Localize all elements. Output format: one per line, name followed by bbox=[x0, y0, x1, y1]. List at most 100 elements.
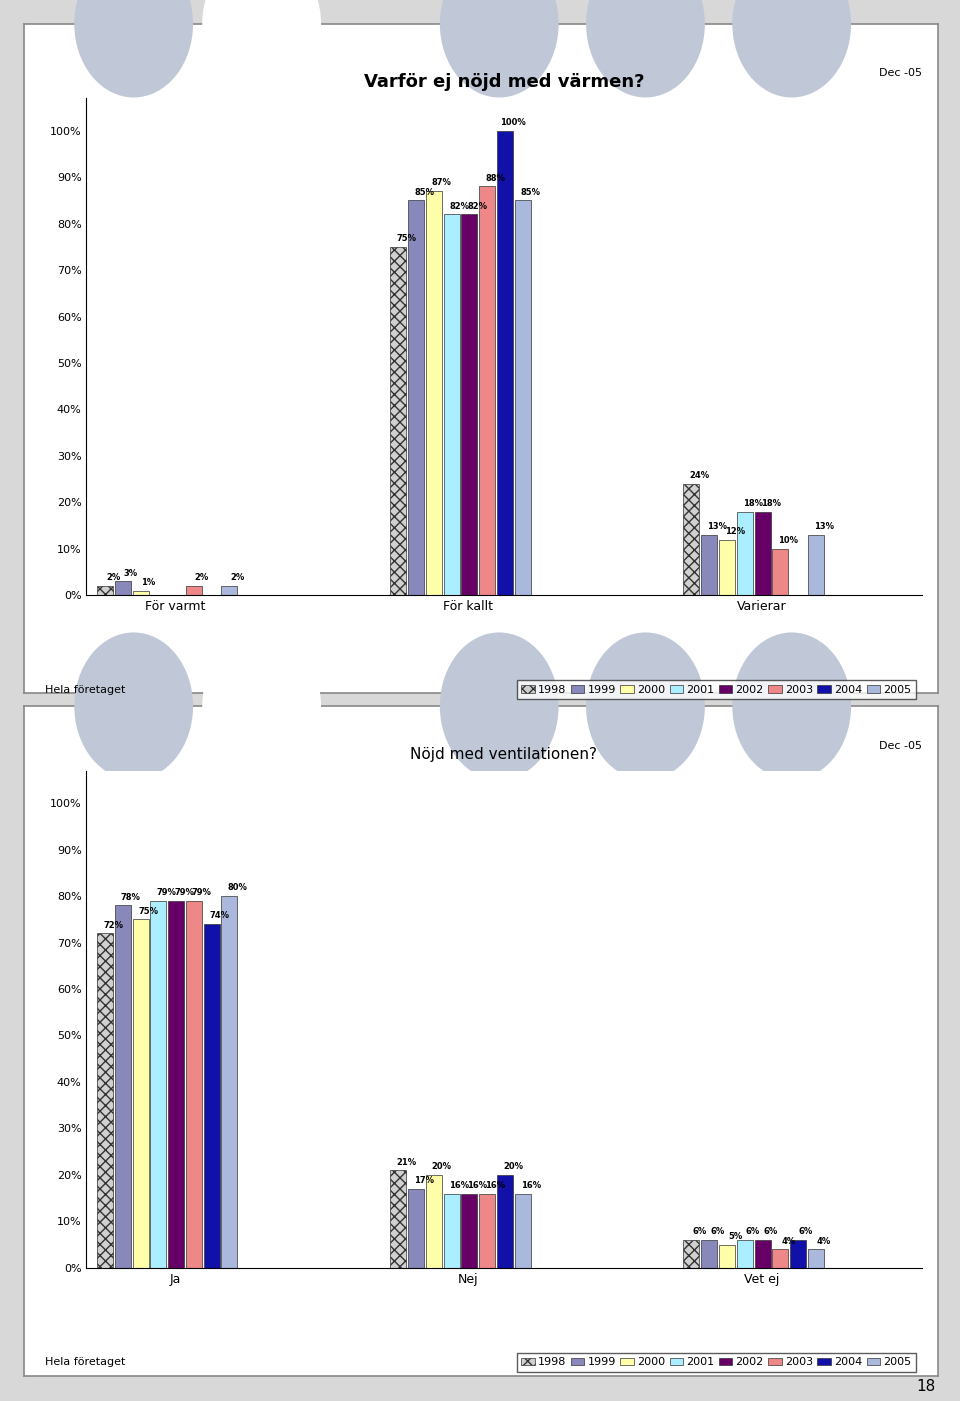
Bar bbox=[719, 1244, 735, 1268]
Bar bbox=[701, 1240, 717, 1268]
Text: 18%: 18% bbox=[760, 499, 780, 509]
Bar bbox=[790, 1240, 806, 1268]
Bar bbox=[151, 901, 166, 1268]
Text: 78%: 78% bbox=[121, 892, 141, 902]
Text: Hela företaget: Hela företaget bbox=[44, 685, 125, 695]
Ellipse shape bbox=[203, 0, 321, 98]
Bar bbox=[186, 586, 202, 595]
Text: 16%: 16% bbox=[520, 1181, 540, 1189]
Text: 24%: 24% bbox=[689, 471, 709, 481]
Legend: 1998, 1999, 2000, 2001, 2002, 2003, 2004, 2005: 1998, 1999, 2000, 2001, 2002, 2003, 2004… bbox=[517, 681, 916, 699]
Bar bbox=[391, 247, 406, 595]
Text: 100%: 100% bbox=[500, 118, 526, 127]
Text: 5%: 5% bbox=[728, 1231, 742, 1241]
Text: 4%: 4% bbox=[817, 1237, 831, 1245]
Bar bbox=[132, 919, 149, 1268]
Bar bbox=[773, 1250, 788, 1268]
Text: 10%: 10% bbox=[779, 537, 799, 545]
Bar bbox=[701, 535, 717, 595]
Bar bbox=[97, 933, 113, 1268]
Ellipse shape bbox=[440, 0, 559, 98]
Text: 79%: 79% bbox=[192, 888, 212, 897]
Ellipse shape bbox=[732, 632, 852, 780]
Text: 85%: 85% bbox=[520, 188, 540, 196]
Bar bbox=[497, 130, 513, 595]
Bar bbox=[222, 897, 237, 1268]
Bar bbox=[755, 1240, 771, 1268]
Text: 18%: 18% bbox=[743, 499, 763, 509]
Bar bbox=[115, 905, 131, 1268]
Text: 6%: 6% bbox=[763, 1227, 778, 1236]
Bar bbox=[736, 1240, 753, 1268]
Text: 85%: 85% bbox=[414, 188, 434, 196]
Text: 82%: 82% bbox=[468, 202, 488, 210]
Text: 4%: 4% bbox=[781, 1237, 796, 1245]
Bar bbox=[426, 1175, 442, 1268]
Bar bbox=[186, 901, 202, 1268]
Bar bbox=[515, 200, 531, 595]
Text: Hela företaget: Hela företaget bbox=[44, 1358, 125, 1367]
Text: 87%: 87% bbox=[432, 178, 452, 188]
Bar bbox=[736, 511, 753, 595]
Bar bbox=[808, 1250, 824, 1268]
Text: Dec -05: Dec -05 bbox=[878, 741, 922, 751]
Bar bbox=[391, 1170, 406, 1268]
Text: 1%: 1% bbox=[141, 579, 156, 587]
Bar bbox=[515, 1194, 531, 1268]
Bar bbox=[97, 586, 113, 595]
Text: 74%: 74% bbox=[209, 911, 229, 920]
Text: 17%: 17% bbox=[414, 1177, 434, 1185]
Text: 20%: 20% bbox=[503, 1163, 523, 1171]
Ellipse shape bbox=[74, 632, 193, 780]
Bar bbox=[462, 214, 477, 595]
Bar bbox=[773, 549, 788, 595]
Bar bbox=[132, 591, 149, 595]
Legend: 1998, 1999, 2000, 2001, 2002, 2003, 2004, 2005: 1998, 1999, 2000, 2001, 2002, 2003, 2004… bbox=[517, 1353, 916, 1372]
Text: 13%: 13% bbox=[814, 523, 834, 531]
Bar bbox=[222, 586, 237, 595]
Text: 13%: 13% bbox=[708, 523, 728, 531]
Title: Varför ej nöjd med värmen?: Varför ej nöjd med värmen? bbox=[364, 73, 644, 91]
Text: 6%: 6% bbox=[746, 1227, 760, 1236]
Text: 72%: 72% bbox=[103, 920, 123, 929]
Text: 2%: 2% bbox=[106, 573, 120, 583]
Text: 2%: 2% bbox=[230, 573, 245, 583]
Bar bbox=[115, 581, 131, 595]
Bar bbox=[808, 535, 824, 595]
Text: 79%: 79% bbox=[156, 888, 177, 897]
Ellipse shape bbox=[732, 0, 852, 98]
Text: 16%: 16% bbox=[449, 1181, 469, 1189]
Bar bbox=[168, 901, 184, 1268]
Bar bbox=[444, 1194, 460, 1268]
Ellipse shape bbox=[586, 632, 705, 780]
Bar bbox=[479, 1194, 495, 1268]
Bar bbox=[408, 1189, 424, 1268]
Ellipse shape bbox=[203, 632, 321, 780]
Bar bbox=[684, 1240, 700, 1268]
Text: 75%: 75% bbox=[138, 906, 158, 916]
Text: 6%: 6% bbox=[799, 1227, 813, 1236]
Bar bbox=[204, 923, 220, 1268]
Bar bbox=[497, 1175, 513, 1268]
Bar bbox=[444, 214, 460, 595]
Text: 12%: 12% bbox=[725, 527, 745, 537]
Bar bbox=[462, 1194, 477, 1268]
Text: Dec -05: Dec -05 bbox=[878, 69, 922, 78]
Text: 21%: 21% bbox=[396, 1157, 417, 1167]
Title: Nöjd med ventilationen?: Nöjd med ventilationen? bbox=[411, 748, 597, 762]
Text: 75%: 75% bbox=[396, 234, 417, 244]
Text: 6%: 6% bbox=[692, 1227, 707, 1236]
Text: 6%: 6% bbox=[710, 1227, 725, 1236]
Text: 18: 18 bbox=[917, 1379, 936, 1394]
Bar bbox=[719, 539, 735, 595]
Bar bbox=[426, 191, 442, 595]
Ellipse shape bbox=[586, 0, 705, 98]
Bar bbox=[755, 511, 771, 595]
Text: 2%: 2% bbox=[195, 573, 209, 583]
Text: 16%: 16% bbox=[468, 1181, 488, 1189]
Ellipse shape bbox=[74, 0, 193, 98]
Text: 20%: 20% bbox=[432, 1163, 452, 1171]
Text: 88%: 88% bbox=[485, 174, 505, 182]
Bar bbox=[479, 186, 495, 595]
Text: 82%: 82% bbox=[449, 202, 469, 210]
